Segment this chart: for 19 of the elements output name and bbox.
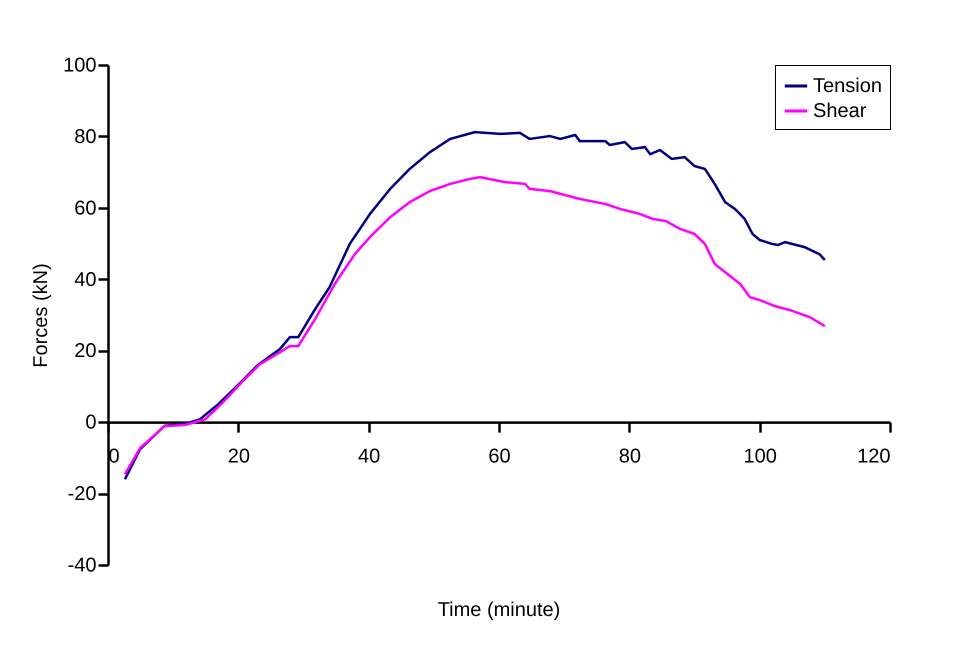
y-tick-label: 0 — [85, 412, 96, 434]
y-tick-label: -20 — [68, 483, 96, 506]
x-tick-label: 0 — [108, 446, 120, 468]
legend-label: Shear — [813, 100, 867, 122]
x-tick-label: 20 — [228, 446, 250, 468]
y-axis-title: Forces (kN) — [30, 263, 52, 368]
x-tick-label: 80 — [618, 446, 641, 468]
x-tick-label: 100 — [743, 446, 777, 468]
x-axis-title: Time (minute) — [438, 599, 560, 621]
y-tick-label: -40 — [68, 554, 96, 576]
x-tick-label: 60 — [488, 446, 511, 468]
y-tick-label: 20 — [74, 340, 96, 362]
legend-label: Tension — [813, 75, 882, 97]
y-tick-label: 100 — [63, 54, 96, 76]
x-tick-label: 40 — [358, 446, 380, 468]
y-tick-label: 60 — [74, 197, 96, 220]
y-tick-label: 40 — [74, 268, 96, 291]
x-tick-label: 120 — [857, 446, 890, 468]
y-tick-label: 80 — [74, 126, 96, 148]
